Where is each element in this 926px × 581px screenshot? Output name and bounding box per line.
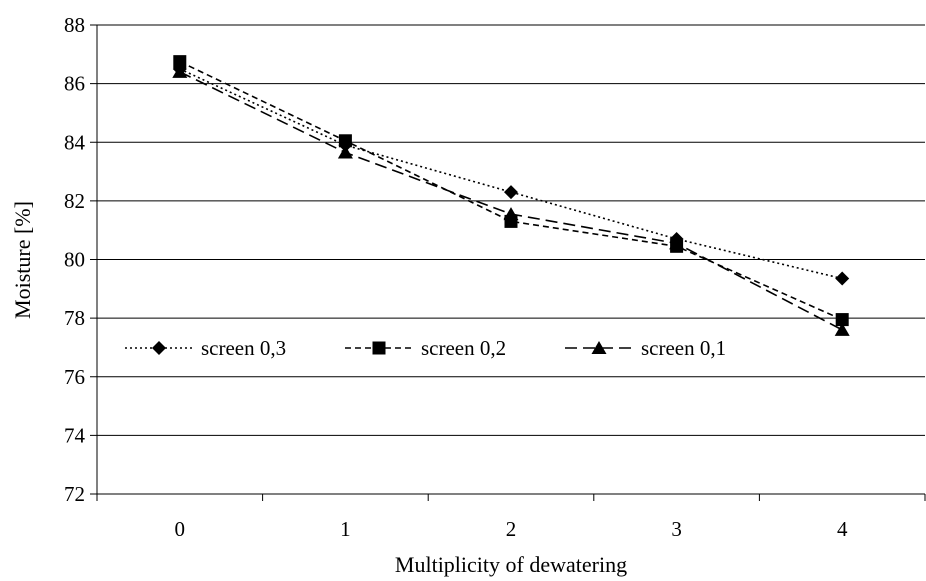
axes xyxy=(90,24,926,501)
legend-marker xyxy=(372,341,386,355)
y-tick-labels: 72 74 76 78 80 82 84 86 88 xyxy=(64,13,86,506)
data-point xyxy=(669,236,685,250)
y-axis-title: Moisture [%] xyxy=(10,201,35,319)
legend: screen 0,3 screen 0,2 screen 0,1 xyxy=(125,336,726,360)
legend-label: screen 0,2 xyxy=(421,336,506,360)
x-tick-label: 4 xyxy=(837,517,848,541)
legend-marker xyxy=(152,341,166,355)
x-tick-label: 0 xyxy=(175,517,186,541)
legend-item: screen 0,3 xyxy=(125,336,286,360)
series-line xyxy=(179,68,843,280)
x-tick-label: 2 xyxy=(506,517,517,541)
y-tick-label: 76 xyxy=(64,365,85,389)
x-tick-label: 1 xyxy=(340,517,351,541)
x-tick-label: 3 xyxy=(671,517,682,541)
series-group xyxy=(172,55,850,336)
y-tick-label: 84 xyxy=(64,130,86,154)
legend-marker xyxy=(591,341,607,354)
data-point xyxy=(835,271,850,286)
y-tick-label: 72 xyxy=(64,482,85,506)
y-tick-label: 82 xyxy=(64,189,85,213)
data-point xyxy=(834,322,850,336)
x-tick-labels: 0 1 2 3 4 xyxy=(175,517,848,541)
y-tick-label: 86 xyxy=(64,72,85,96)
y-tick-label: 78 xyxy=(64,306,85,330)
legend-item: screen 0,1 xyxy=(565,336,726,360)
y-tick-label: 80 xyxy=(64,248,85,272)
x-axis-title: Multiplicity of dewatering xyxy=(395,552,627,577)
data-point xyxy=(504,185,518,200)
series-3 xyxy=(172,64,850,336)
legend-item: screen 0,2 xyxy=(345,336,506,360)
grid-lines xyxy=(97,24,925,436)
data-point xyxy=(173,55,187,69)
series-line xyxy=(179,60,843,321)
data-point xyxy=(337,145,353,159)
legend-label: screen 0,1 xyxy=(641,336,726,360)
data-point xyxy=(338,134,352,148)
data-point xyxy=(172,64,188,78)
series-1 xyxy=(172,61,850,286)
y-tick-label: 74 xyxy=(64,423,86,447)
data-point xyxy=(835,313,849,327)
y-tick-label: 88 xyxy=(64,13,85,37)
data-point xyxy=(503,207,519,221)
legend-label: screen 0,3 xyxy=(201,336,286,360)
